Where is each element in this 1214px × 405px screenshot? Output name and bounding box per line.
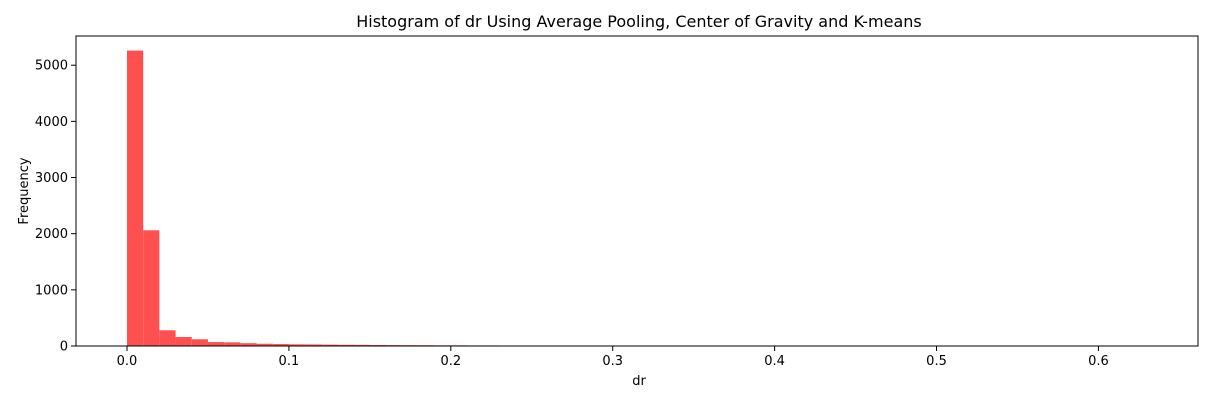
- histogram-bar: [224, 342, 241, 346]
- histogram-bar: [272, 344, 289, 346]
- histogram-bar: [288, 344, 306, 346]
- histogram-bar: [240, 343, 257, 346]
- histogram-bar: [305, 344, 322, 346]
- y-axis-label: Frequency: [17, 157, 32, 224]
- histogram-bars: [127, 50, 1131, 347]
- y-tick-label: 3000: [35, 171, 68, 186]
- histogram-bar: [191, 339, 208, 346]
- y-tick-label: 1000: [35, 283, 68, 298]
- histogram-bar: [369, 344, 387, 346]
- histogram-bar: [256, 343, 273, 346]
- y-tick-label: 0: [60, 340, 68, 355]
- histogram-bar: [321, 344, 338, 346]
- histogram-bar: [143, 230, 160, 346]
- x-tick-label: 0.4: [764, 354, 785, 369]
- histogram-bar: [127, 50, 144, 347]
- y-tick-label: 5000: [35, 59, 68, 74]
- x-tick-label: 0.6: [1088, 354, 1109, 369]
- x-tick-label: 0.1: [279, 354, 300, 369]
- y-tick-label: 4000: [35, 115, 68, 130]
- y-axis-ticks: 0 1000 2000 3000 4000 5000: [35, 59, 76, 355]
- x-tick-label: 0.3: [602, 354, 623, 369]
- x-tick-label: 0.0: [117, 354, 138, 369]
- plot-frame: [75, 35, 1199, 347]
- x-tick-label: 0.5: [926, 354, 947, 369]
- histogram-bar: [337, 344, 354, 346]
- x-tick-label: 0.2: [440, 354, 461, 369]
- x-axis-ticks: 0.0 0.1 0.2 0.3 0.4 0.5 0.6: [117, 346, 1109, 369]
- chart-title: Histogram of dr Using Average Pooling, C…: [356, 12, 922, 31]
- histogram-bar: [175, 337, 192, 346]
- y-tick-label: 2000: [35, 227, 68, 242]
- x-axis-label: dr: [632, 374, 646, 389]
- histogram-bar: [207, 342, 225, 346]
- histogram-bar: [159, 330, 176, 346]
- histogram-bar: [353, 344, 370, 346]
